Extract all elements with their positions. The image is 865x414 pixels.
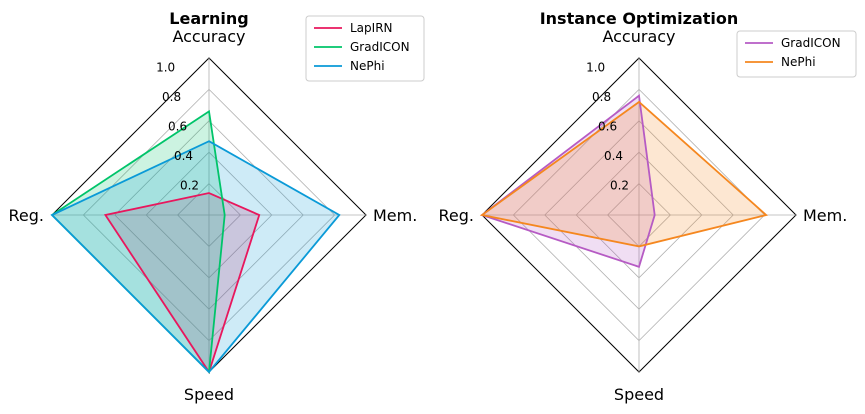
panel-title: Learning [169,9,248,28]
series-area-nephi [482,101,767,247]
axis-label-mem: Mem. [373,206,417,225]
r-tick-label: 0.4 [604,149,623,163]
series-line-gradicon [480,94,656,268]
axis-label-speed: Speed [614,385,664,404]
legend-label: NePhi [350,59,385,73]
axis-label-accuracy: Accuracy [602,27,675,46]
axis-label-accuracy: Accuracy [172,27,245,46]
legend-label: NePhi [781,55,816,69]
r-tick-label: 0.2 [610,178,629,192]
series-line-nephi [479,100,769,248]
legend-label: GradICON [350,40,410,54]
legend: LapIRN GradICON NePhi [305,15,425,82]
series-area-lapirn [105,193,260,372]
radar-panel-2: 0.2 0.4 0.6 0.8 1.0 Accuracy Mem. Speed Reg. Inst… [439,9,857,404]
legend-label: GradICON [781,36,841,50]
legend-box [305,15,425,82]
r-tick-label: 0.8 [592,90,611,104]
panel-title: Instance Optimization [540,9,739,28]
legend-label: LapIRN [350,21,393,35]
series-line-nephi [50,140,341,374]
series-area-gradicon [52,111,225,372]
r-tick-label: 0.2 [180,178,199,192]
r-tick-label: 0.6 [598,119,617,133]
axis-label-reg: Reg. [9,206,44,225]
radar-panel-1: 0.2 0.4 0.6 0.8 1.0 Accuracy Mem. Speed Reg. Lear… [9,9,425,404]
legend: GradICON NePhi [736,30,857,78]
series-area-nephi [52,141,340,372]
r-tick-label: 0.8 [162,90,181,104]
r-tick-label: 0.6 [168,119,187,133]
r-tick-label: 1.0 [156,60,175,74]
r-tick-label: 0.4 [174,149,193,163]
axis-label-reg: Reg. [439,206,474,225]
axis-label-speed: Speed [184,385,234,404]
axis-label-mem: Mem. [803,206,847,225]
r-tick-label: 1.0 [586,60,605,74]
